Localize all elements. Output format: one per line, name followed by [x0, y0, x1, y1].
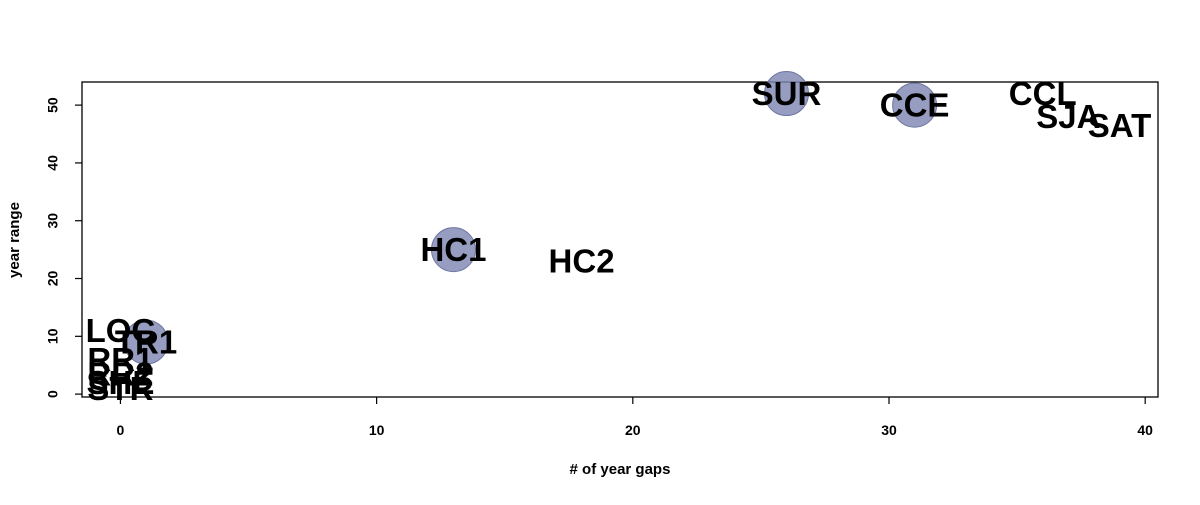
- x-tick-label: 0: [117, 422, 125, 438]
- data-point-label: RR1: [87, 341, 153, 378]
- x-tick-label: 40: [1137, 422, 1153, 438]
- data-point-label: SJA: [1036, 98, 1100, 135]
- y-tick-label: 10: [45, 328, 61, 344]
- plot-frame: [81, 81, 1159, 398]
- data-point-label: RR2: [87, 355, 153, 392]
- data-point-label: LOC: [86, 312, 156, 349]
- x-axis-label: # of year gaps: [570, 461, 671, 478]
- x-axis: 0 10 20 30 40: [117, 397, 1153, 438]
- y-tick-label: 30: [45, 213, 61, 229]
- data-point-label: SAT: [1088, 107, 1152, 144]
- data-point-label: CCE: [880, 87, 950, 124]
- data-point-label: SHE: [86, 364, 154, 401]
- data-point-label: HC1: [420, 231, 486, 268]
- x-tick-label: 20: [625, 422, 641, 438]
- bubble-layer: [123, 71, 938, 365]
- x-tick-label: 30: [881, 422, 897, 438]
- data-point-bubble: [430, 227, 476, 273]
- y-axis-label: year range: [6, 202, 23, 278]
- data-point-label: TR1: [115, 324, 177, 361]
- data-point-bubble: [764, 71, 810, 117]
- y-tick-label: 20: [45, 271, 61, 287]
- y-tick-label: 0: [45, 390, 61, 398]
- data-point-label: CCL: [1009, 75, 1077, 112]
- y-tick-label: 50: [45, 97, 61, 113]
- y-axis: 0 10 20 30 40 50: [45, 97, 82, 398]
- data-point-label: STR: [87, 370, 153, 407]
- data-point-bubble: [892, 82, 938, 128]
- data-point-label: SUR: [752, 75, 822, 112]
- y-tick-label: 40: [45, 155, 61, 171]
- data-point-bubble: [123, 319, 169, 365]
- data-point-label: HC2: [549, 243, 615, 280]
- x-tick-label: 10: [369, 422, 385, 438]
